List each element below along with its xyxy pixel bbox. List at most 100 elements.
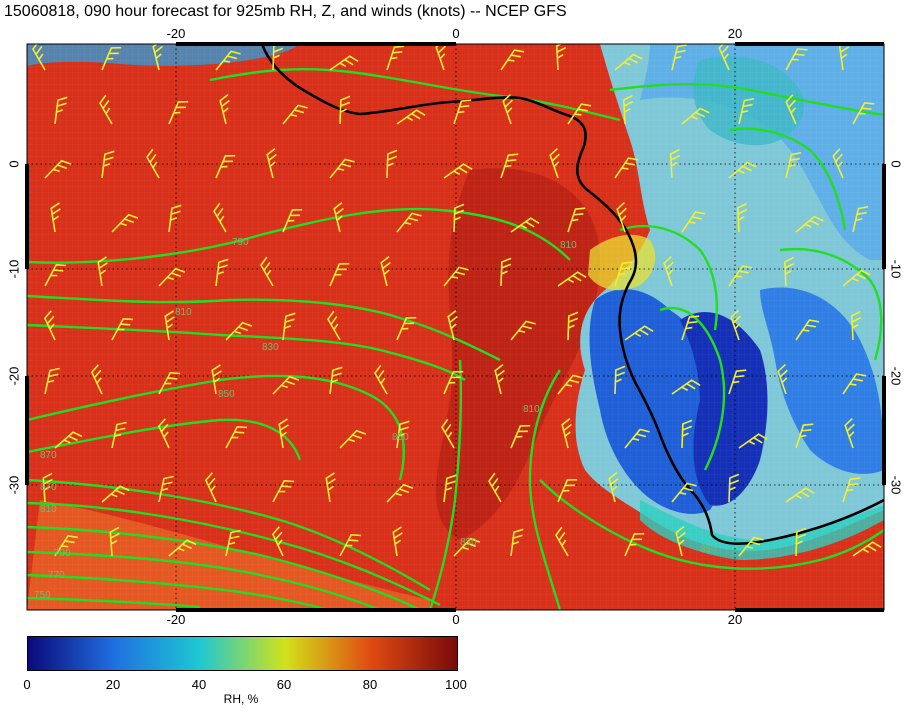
wind-barb xyxy=(681,107,710,125)
wind-barb xyxy=(374,364,388,395)
wind-barb xyxy=(777,364,788,395)
wind-barb xyxy=(622,94,634,125)
map-field xyxy=(27,44,884,610)
wind-barb xyxy=(329,55,359,71)
wind-barbs xyxy=(32,44,882,557)
wind-barb xyxy=(842,269,871,287)
wind-barb xyxy=(158,371,181,395)
wind-barb xyxy=(567,311,579,341)
wind-barb xyxy=(557,271,587,287)
lat-tick-right: -20 xyxy=(888,366,904,386)
wind-barb xyxy=(852,205,869,233)
wind-barb xyxy=(386,149,398,179)
wind-barb xyxy=(443,163,473,179)
wind-barb xyxy=(158,267,186,287)
wind-barb xyxy=(97,256,108,287)
wind-barb xyxy=(510,217,540,233)
wind-barb xyxy=(447,310,458,341)
wind-barb xyxy=(795,319,820,341)
wind-barb xyxy=(728,265,753,287)
contour-label: 770 xyxy=(48,570,65,581)
colorbar-label: RH, % xyxy=(223,692,259,706)
wind-barb xyxy=(738,536,764,557)
wind-barb xyxy=(842,373,867,395)
wind-barb xyxy=(616,202,627,233)
wind-barb xyxy=(614,157,639,179)
contour-label: 790 xyxy=(232,237,249,248)
wind-barb xyxy=(443,266,469,287)
wind-barb xyxy=(435,44,446,71)
wind-barb xyxy=(852,102,875,125)
lon-tick-bottom: -20 xyxy=(166,612,186,627)
wind-barb xyxy=(785,151,802,179)
wind-barb xyxy=(453,537,481,557)
wind-barb xyxy=(730,310,741,341)
lon-tick-bottom: 20 xyxy=(727,612,743,627)
wind-barb xyxy=(272,479,295,503)
wind-barb xyxy=(624,325,654,341)
wind-barb xyxy=(671,44,688,71)
height-contours xyxy=(27,67,884,610)
colorbar-tick: 0 xyxy=(23,677,31,692)
wind-barb xyxy=(718,44,730,71)
wind-barb xyxy=(101,150,115,179)
wind-barb xyxy=(225,529,241,557)
wind-barb xyxy=(44,263,67,287)
contour-label: 810 xyxy=(40,504,57,515)
wind-barb xyxy=(614,53,643,71)
wind-barb xyxy=(392,526,403,557)
contour-label: 830 xyxy=(262,342,279,353)
contour-label: 850 xyxy=(218,389,235,400)
wind-barb xyxy=(567,103,592,125)
contour-label: 850 xyxy=(392,432,409,443)
wind-barb xyxy=(225,425,248,449)
wind-barb xyxy=(157,418,170,449)
wind-barb xyxy=(44,367,60,395)
wind-barb xyxy=(380,256,391,287)
wind-barb xyxy=(738,97,755,125)
wind-barb xyxy=(43,310,56,341)
wind-barb xyxy=(838,44,850,71)
wind-barb xyxy=(852,541,882,557)
wind-barb xyxy=(146,148,160,179)
lon-tick-top: 20 xyxy=(727,26,743,41)
contour-label: 790 xyxy=(54,548,71,559)
colorbar-tick: 100 xyxy=(445,677,467,692)
wind-barb xyxy=(213,202,227,233)
wind-barb xyxy=(669,148,681,179)
contour-label: 750 xyxy=(34,590,51,601)
wind-barb xyxy=(567,207,586,233)
wind-barb xyxy=(386,483,414,503)
wind-barb xyxy=(443,474,457,503)
wind-barb xyxy=(500,153,519,179)
wind-barb xyxy=(624,428,650,449)
wind-barb xyxy=(211,364,222,395)
wind-barb xyxy=(396,109,426,125)
wind-barb xyxy=(850,310,862,341)
contour-label: 830 xyxy=(460,537,477,548)
wind-barb xyxy=(561,418,572,449)
wind-barb xyxy=(549,148,560,179)
wind-barb xyxy=(54,431,83,449)
wind-barb xyxy=(282,104,308,125)
wind-barb xyxy=(785,94,797,125)
wind-barb xyxy=(225,321,253,341)
wind-barb xyxy=(675,526,686,557)
wind-barb xyxy=(168,539,197,557)
lat-tick-right: -30 xyxy=(888,475,904,495)
wind-barb xyxy=(101,46,122,71)
wind-barb xyxy=(555,44,567,71)
wind-barb xyxy=(111,421,127,449)
chart-title: 15060818, 090 hour forecast for 925mb RH… xyxy=(4,3,567,20)
wind-barb xyxy=(500,257,512,287)
wind-barb xyxy=(555,526,569,557)
wind-barb xyxy=(271,526,284,557)
wind-barb xyxy=(795,423,814,449)
wind-barb xyxy=(785,487,815,503)
wind-barb xyxy=(842,477,861,503)
wind-barb xyxy=(219,94,230,125)
wind-barb xyxy=(386,45,405,71)
contour-label: 850 xyxy=(700,544,717,555)
wind-barb xyxy=(736,202,748,233)
